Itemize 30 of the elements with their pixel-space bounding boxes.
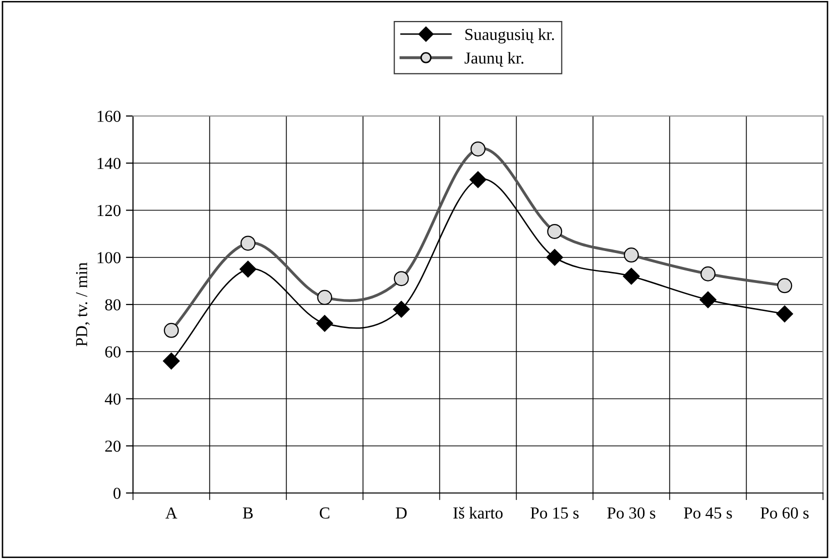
x-tick-label: B: [242, 508, 253, 519]
point: [700, 291, 716, 308]
y-tick-label: 80: [105, 299, 121, 310]
point: [316, 314, 334, 332]
x-tick-label: C: [320, 507, 330, 519]
point: [162, 352, 180, 370]
y-tick-label: 0: [113, 488, 121, 499]
x-tick-label: Po 45 s: [684, 507, 732, 519]
point: [392, 300, 410, 318]
y-tick-label: 20: [105, 440, 121, 452]
x-tick-label: A: [165, 507, 178, 518]
y-tick-label: 40: [104, 393, 121, 405]
y-tick-label: 120: [98, 204, 121, 216]
x-tick-label: Iš karto: [453, 506, 503, 519]
y-tick-label: 160: [98, 110, 121, 122]
y-tick-label: 60: [105, 346, 121, 358]
point: [546, 248, 564, 266]
point: [240, 260, 256, 278]
x-tick-label: D: [396, 508, 407, 518]
x-tick-label: Po 30 s: [607, 507, 656, 519]
point: [470, 171, 486, 188]
x-tick-label: Po 15 s: [530, 507, 579, 519]
y-tick-label: 100: [98, 252, 121, 264]
point: [622, 268, 640, 285]
legend-label: Jaunų kr.: [464, 52, 524, 67]
y-tick-label: 140: [98, 158, 121, 170]
x-tick-label: Po 60 s: [760, 507, 809, 519]
y-axis-title: PD, tv. / min: [76, 262, 90, 346]
point: [776, 306, 794, 322]
legend-label: Suaugusių kr.: [465, 28, 554, 44]
